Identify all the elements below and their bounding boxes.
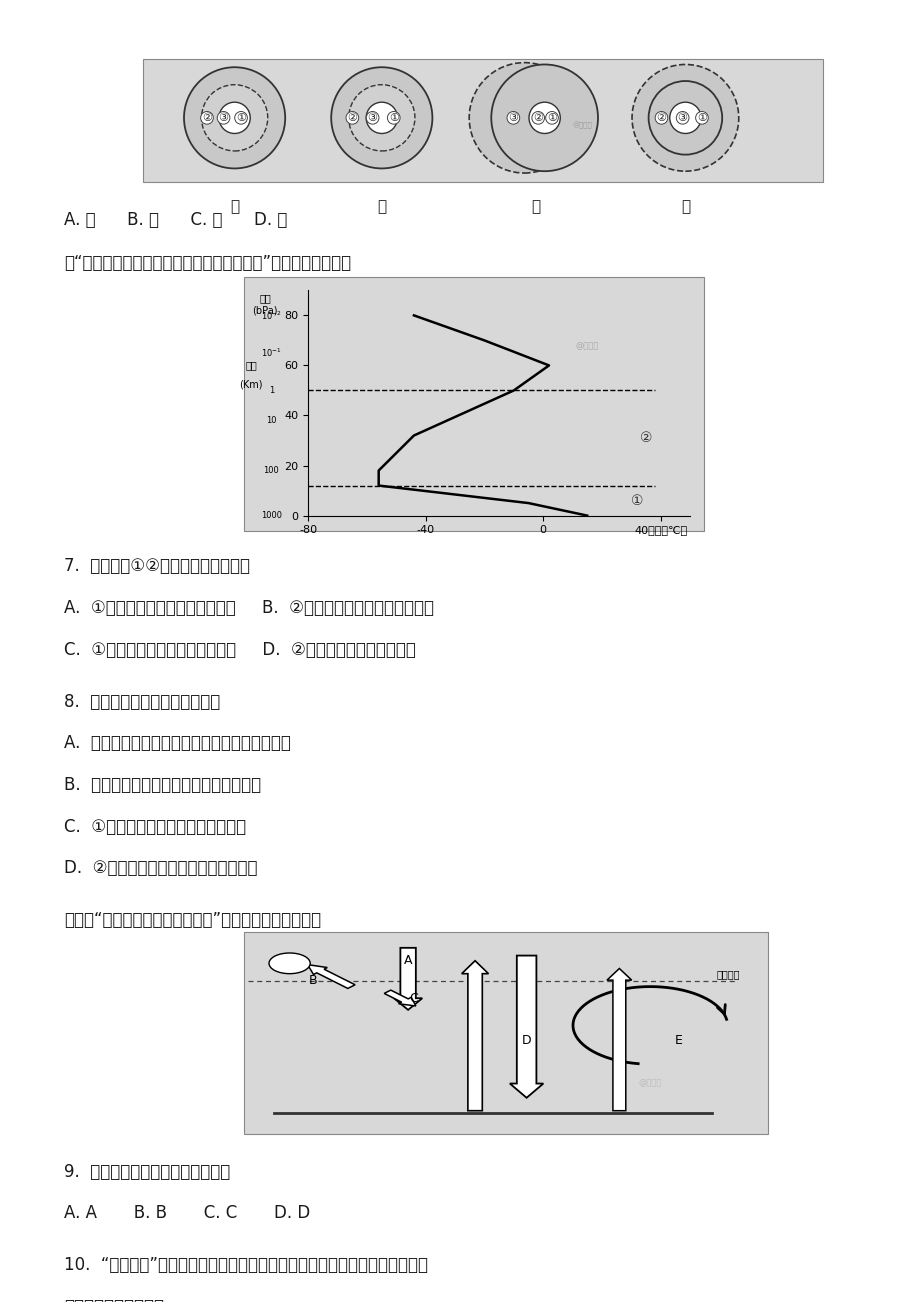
Text: 1000: 1000: [261, 512, 281, 519]
Ellipse shape: [469, 62, 579, 173]
Text: 主要是由于晴朗的夜间: 主要是由于晴朗的夜间: [64, 1298, 165, 1302]
Text: 乙: 乙: [377, 199, 386, 215]
Text: ②: ②: [639, 431, 652, 445]
Text: 高度: 高度: [245, 361, 256, 370]
Text: $10^{-2}$: $10^{-2}$: [261, 309, 281, 322]
Text: @正确云: @正确云: [575, 341, 598, 350]
Text: 9.  近地面大气的热量主要直接来自: 9. 近地面大气的热量主要直接来自: [64, 1163, 231, 1181]
Ellipse shape: [201, 85, 267, 151]
Text: ②: ②: [533, 113, 542, 122]
FancyArrow shape: [461, 961, 488, 1111]
Bar: [142, 59, 823, 182]
Bar: [244, 932, 767, 1134]
Text: ③: ③: [368, 113, 377, 122]
Text: 大气上界: 大气上界: [716, 969, 740, 979]
Text: B.  随高度的增加，气温和气压均越来越低: B. 随高度的增加，气温和气压均越来越低: [64, 776, 261, 794]
Text: 甲: 甲: [230, 199, 239, 215]
Ellipse shape: [528, 102, 560, 134]
Ellipse shape: [219, 102, 250, 134]
Text: ①: ①: [697, 113, 706, 122]
Text: 8.  关于图中内容的叙述正确的是: 8. 关于图中内容的叙述正确的是: [64, 693, 221, 711]
FancyArrow shape: [393, 948, 422, 1010]
Circle shape: [268, 953, 310, 974]
Text: 10: 10: [266, 415, 277, 424]
Text: @正确云: @正确云: [572, 122, 591, 129]
Text: ①: ①: [236, 113, 245, 122]
Text: 100: 100: [263, 466, 279, 475]
Text: 气压: 气压: [259, 293, 270, 303]
FancyArrow shape: [607, 969, 631, 1111]
Text: ②: ②: [202, 113, 211, 122]
Ellipse shape: [648, 81, 721, 155]
Ellipse shape: [669, 102, 700, 134]
Text: A.  大气垂直分层的依据是大气温度和气压的变化: A. 大气垂直分层的依据是大气温度和气压的变化: [64, 734, 291, 753]
Text: $10^{-1}$: $10^{-1}$: [261, 346, 281, 359]
Text: ③: ③: [219, 113, 228, 122]
Text: 丙: 丙: [530, 199, 539, 215]
Text: A. 甲      B. 乙      C. 丙      D. 丁: A. 甲 B. 乙 C. 丙 D. 丁: [64, 211, 288, 229]
Ellipse shape: [366, 102, 397, 134]
Text: D: D: [521, 1034, 531, 1047]
Text: ③: ③: [508, 113, 517, 122]
Text: ①: ①: [630, 493, 642, 508]
Bar: [244, 277, 703, 531]
Text: ②: ②: [656, 113, 665, 122]
FancyArrow shape: [307, 965, 355, 988]
FancyArrow shape: [509, 956, 543, 1098]
Text: 丁: 丁: [680, 199, 689, 215]
Text: C.  ①层上冷下热，天气现象复杂多变: C. ①层上冷下热，天气现象复杂多变: [64, 818, 246, 836]
Text: 7.  关于图中①②层大气的正确叙述是: 7. 关于图中①②层大气的正确叙述是: [64, 557, 250, 575]
Text: ③: ③: [677, 113, 686, 122]
Text: (bPa): (bPa): [252, 306, 278, 316]
Text: A. A       B. B       C. C       D. D: A. A B. B C. C D. D: [64, 1204, 311, 1223]
Text: ①: ①: [547, 113, 556, 122]
Text: (Km): (Km): [239, 380, 263, 389]
Ellipse shape: [491, 65, 597, 171]
Text: ②: ②: [347, 113, 357, 122]
Ellipse shape: [348, 85, 414, 151]
Text: 下图是“大气热力作用关联示意图”。读图完成下列问题。: 下图是“大气热力作用关联示意图”。读图完成下列问题。: [64, 911, 321, 930]
Text: A: A: [403, 954, 412, 967]
Text: @正确云: @正确云: [638, 1078, 662, 1087]
Ellipse shape: [331, 68, 432, 168]
Text: A.  ①层大气厚度随纬度增加而减少     B.  ②层因氢原子吸收紫外线而增温: A. ①层大气厚度随纬度增加而减少 B. ②层因氢原子吸收紫外线而增温: [64, 599, 434, 617]
Text: E: E: [674, 1034, 682, 1047]
Text: 1: 1: [268, 385, 274, 395]
Text: C.  ①层大气平稳利于大型飞机飞行     D.  ②层大气与人类关系最密切: C. ①层大气平稳利于大型飞机飞行 D. ②层大气与人类关系最密切: [64, 641, 415, 659]
Ellipse shape: [631, 65, 738, 171]
Text: D.  ②层中的电离层能发射短波无线电波: D. ②层中的电离层能发射短波无线电波: [64, 859, 257, 878]
Ellipse shape: [184, 68, 285, 168]
FancyArrow shape: [384, 990, 415, 1006]
Text: C: C: [408, 992, 417, 1005]
Text: B: B: [308, 974, 317, 987]
Text: 10.  “十雾九晴”指的是深秋、冬季和初春的时候，大雾多发生于晴天的清晨，: 10. “十雾九晴”指的是深秋、冬季和初春的时候，大雾多发生于晴天的清晨，: [64, 1256, 428, 1275]
Text: ①: ①: [389, 113, 398, 122]
Text: 读“大气垂直分层高度、温度和气压的变化图”，完成下列问题。: 读“大气垂直分层高度、温度和气压的变化图”，完成下列问题。: [64, 254, 351, 272]
